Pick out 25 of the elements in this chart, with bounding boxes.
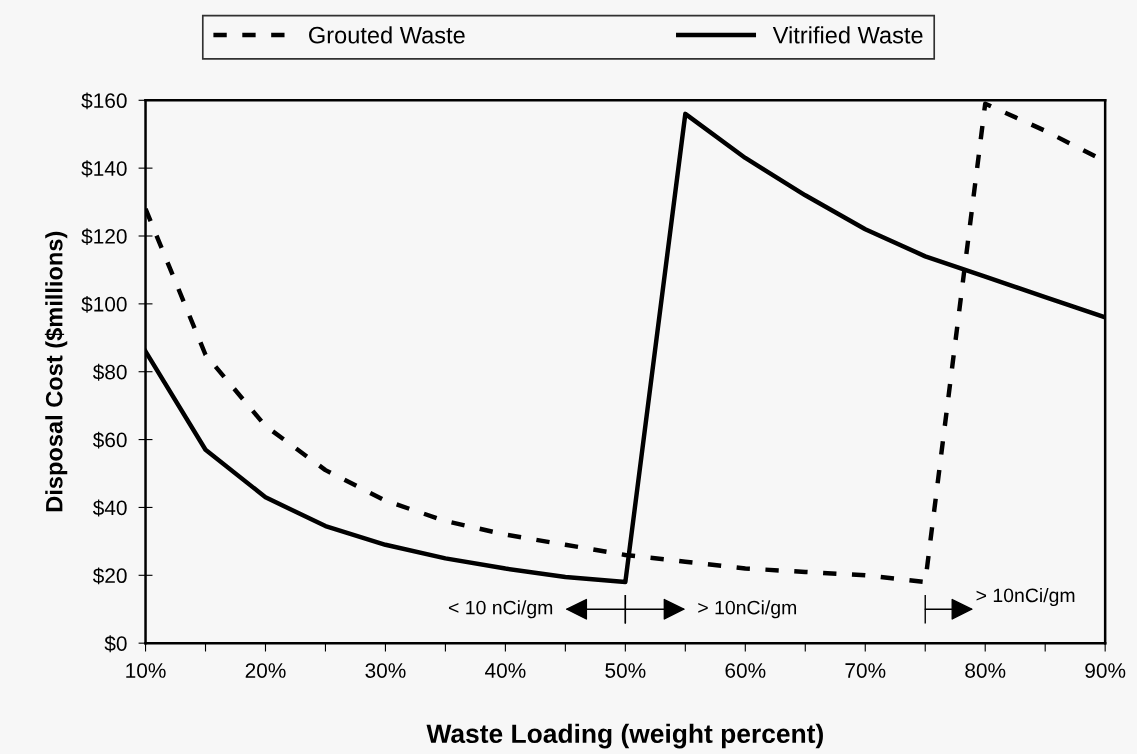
y-tick-label: $80 [92,363,127,381]
y-tick-label: $160 [81,92,127,110]
x-tick-label: 50% [605,663,646,678]
y-tick-label: $0 [104,635,127,653]
y-axis-title: Disposal Cost ($millions) [44,231,68,512]
legend-label: Vitrified Waste [772,26,923,44]
y-tick-label: $20 [92,567,127,585]
annotation: > 10nCi/gm [976,587,1075,607]
x-tick-label: 60% [725,663,766,678]
x-tick-label: 90% [1085,663,1126,678]
x-tick-label: 80% [965,663,1006,678]
x-tick-label: 20% [245,663,286,678]
x-tick-label: 30% [365,663,406,678]
annotation: > 10nCi/gm [698,600,797,619]
y-tick-label: $120 [81,228,127,245]
x-tick-label: 70% [845,663,886,678]
x-axis-title: Waste Loading (weight percent) [426,723,823,749]
y-tick-label: $60 [92,431,127,449]
x-tick-label: 40% [485,663,526,678]
y-tick-label: $40 [92,499,127,517]
annotation: < 10 nCi/gm [448,600,553,619]
x-tick-label: 10% [126,663,166,678]
legend-label: Grouted Waste [309,26,465,44]
y-tick-label: $100 [81,295,127,313]
y-tick-label: $140 [81,160,127,178]
